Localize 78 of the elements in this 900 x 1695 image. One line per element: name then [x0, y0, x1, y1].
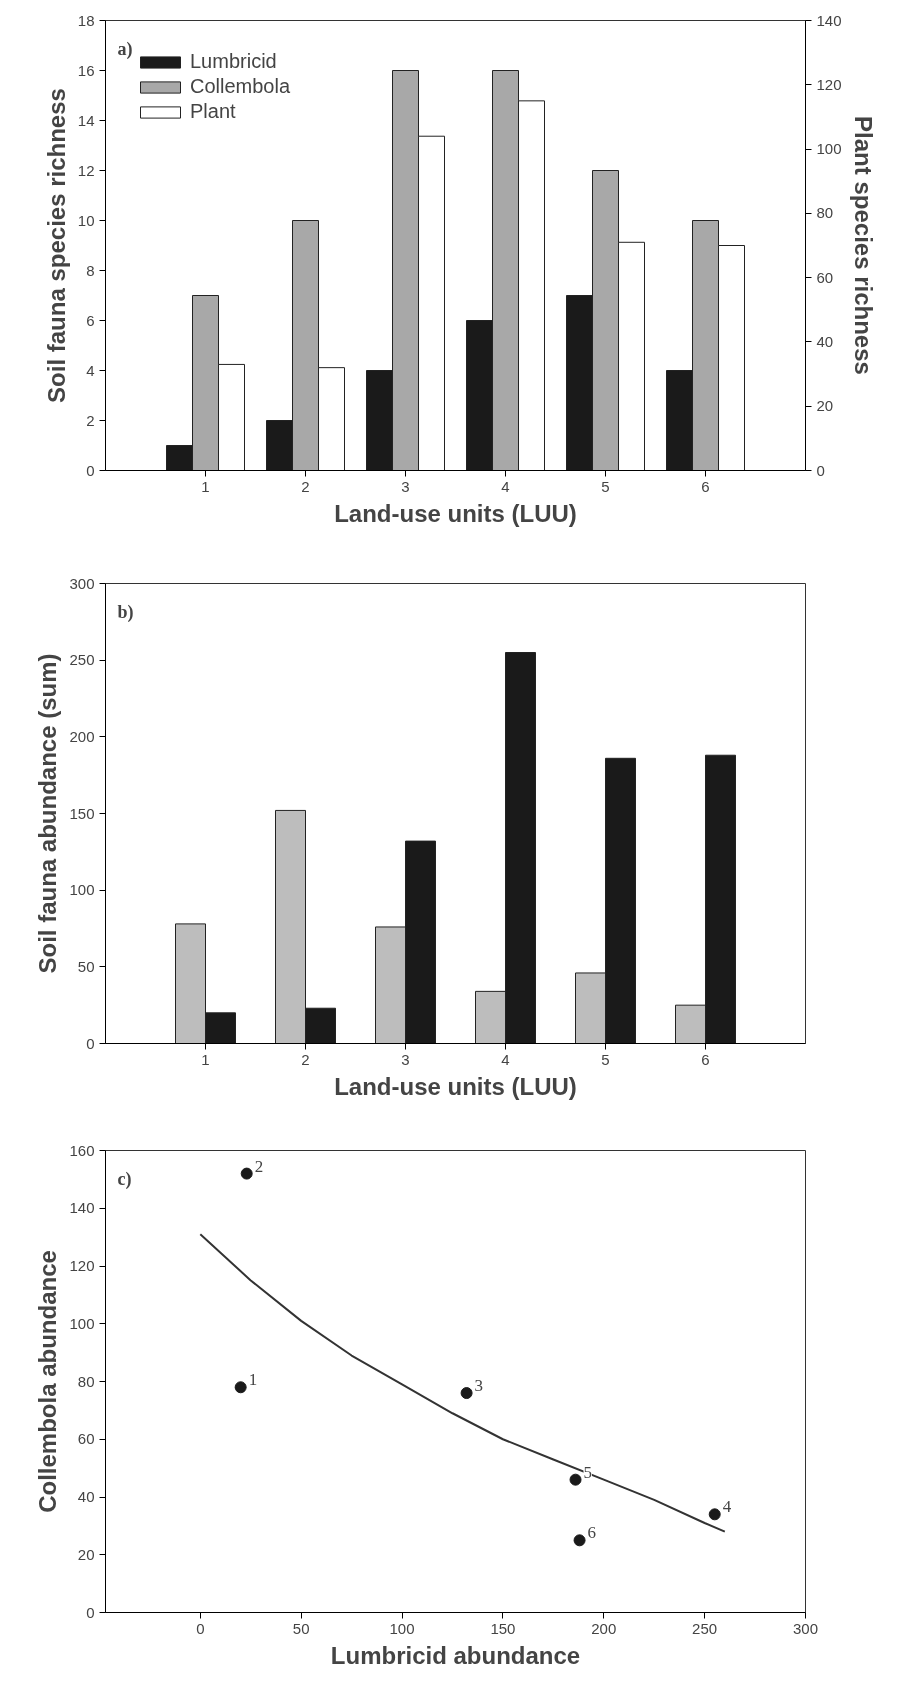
- y2-tick-label: 100: [816, 140, 842, 158]
- x-tick-label: 300: [792, 1619, 819, 1637]
- annotation: 5: [583, 1462, 593, 1482]
- x-axis-title: Land-use units (LUU): [334, 1072, 577, 1100]
- y-tick-label: 140: [69, 1199, 95, 1217]
- x-tick-label: 0: [196, 1619, 205, 1637]
- x-tick-label: 5: [601, 1050, 610, 1068]
- y-tick-label: 16: [77, 61, 95, 79]
- y-tick-label: 10: [77, 211, 95, 229]
- y2-tick-label: 40: [816, 332, 834, 350]
- annotation: 6: [587, 1523, 597, 1543]
- y-tick-label: 0: [86, 1034, 95, 1052]
- legend-label: Lumbricid: [190, 50, 277, 73]
- y-axis-title: Soil fauna abundance (sum): [34, 653, 62, 974]
- y-tick-label: 2: [86, 411, 95, 429]
- annotation: 2: [254, 1156, 264, 1176]
- x-tick-label: 200: [591, 1619, 617, 1637]
- y-axis-title: Collembola abundance: [34, 1250, 62, 1513]
- point: [708, 1508, 721, 1521]
- point: [569, 1473, 582, 1486]
- y2-axis-title: Plant species richness: [849, 116, 877, 375]
- annotation: b): [117, 601, 134, 623]
- y-tick-label: 250: [69, 651, 95, 669]
- y-tick-label: 200: [69, 727, 95, 745]
- x-tick-label: 6: [701, 477, 710, 495]
- x-tick-label: 1: [201, 1050, 210, 1068]
- y-tick-label: 20: [77, 1545, 95, 1563]
- x-tick-label: 3: [401, 1050, 410, 1068]
- x-tick-label: 4: [501, 477, 510, 495]
- y-tick-label: 4: [86, 361, 95, 379]
- y-tick-label: 18: [77, 11, 95, 29]
- point: [234, 1381, 247, 1394]
- y2-tick-label: 60: [816, 268, 834, 286]
- x-tick-label: 1: [201, 477, 210, 495]
- x-tick-label: 100: [389, 1619, 415, 1637]
- annotation: 3: [474, 1376, 484, 1396]
- y-tick-label: 14: [77, 111, 95, 129]
- annotation: a): [117, 38, 133, 60]
- x-tick-label: 2: [301, 477, 310, 495]
- y-tick-label: 0: [86, 461, 95, 479]
- y-tick-label: 40: [77, 1488, 95, 1505]
- y-tick-label: 50: [77, 957, 95, 975]
- y-tick-label: 0: [86, 1603, 95, 1621]
- annotation: 1: [248, 1370, 258, 1390]
- y2-tick-label: 140: [816, 11, 842, 29]
- y-axis-title: Soil fauna species richness: [42, 88, 70, 403]
- y-tick-label: 160: [69, 1141, 95, 1159]
- x-tick-label: 2: [301, 1050, 310, 1068]
- y-tick-label: 8: [86, 261, 95, 279]
- point: [573, 1534, 586, 1547]
- x-tick-label: 4: [501, 1050, 510, 1068]
- y-tick-label: 120: [69, 1257, 95, 1274]
- legend-label: Plant: [190, 100, 236, 123]
- y2-tick-label: 120: [816, 75, 842, 93]
- point: [240, 1167, 253, 1180]
- annotation: 4: [722, 1497, 732, 1517]
- x-tick-label: 150: [490, 1619, 516, 1637]
- y-tick-label: 300: [69, 574, 95, 592]
- annotation: c): [117, 1168, 132, 1190]
- y-tick-label: 80: [77, 1372, 95, 1390]
- point: [460, 1387, 473, 1400]
- y2-tick-label: 0: [816, 461, 825, 479]
- y-tick-label: 12: [77, 161, 95, 179]
- y-tick-label: 150: [69, 804, 95, 822]
- x-tick-label: 6: [701, 1050, 710, 1068]
- y2-tick-label: 80: [816, 204, 834, 222]
- x-axis-title: Lumbricid abundance: [330, 1641, 581, 1669]
- legend-label: Collembola: [190, 75, 291, 98]
- x-tick-label: 3: [401, 477, 410, 495]
- x-tick-label: 5: [601, 477, 610, 495]
- y-tick-label: 100: [69, 1314, 95, 1332]
- y-tick-label: 100: [69, 881, 95, 899]
- y2-tick-label: 20: [816, 397, 834, 415]
- x-axis-title: Land-use units (LUU): [334, 499, 577, 527]
- y-tick-label: 6: [86, 311, 95, 329]
- x-tick-label: 250: [692, 1619, 718, 1637]
- y-tick-label: 60: [77, 1430, 95, 1448]
- x-tick-label: 50: [292, 1619, 310, 1637]
